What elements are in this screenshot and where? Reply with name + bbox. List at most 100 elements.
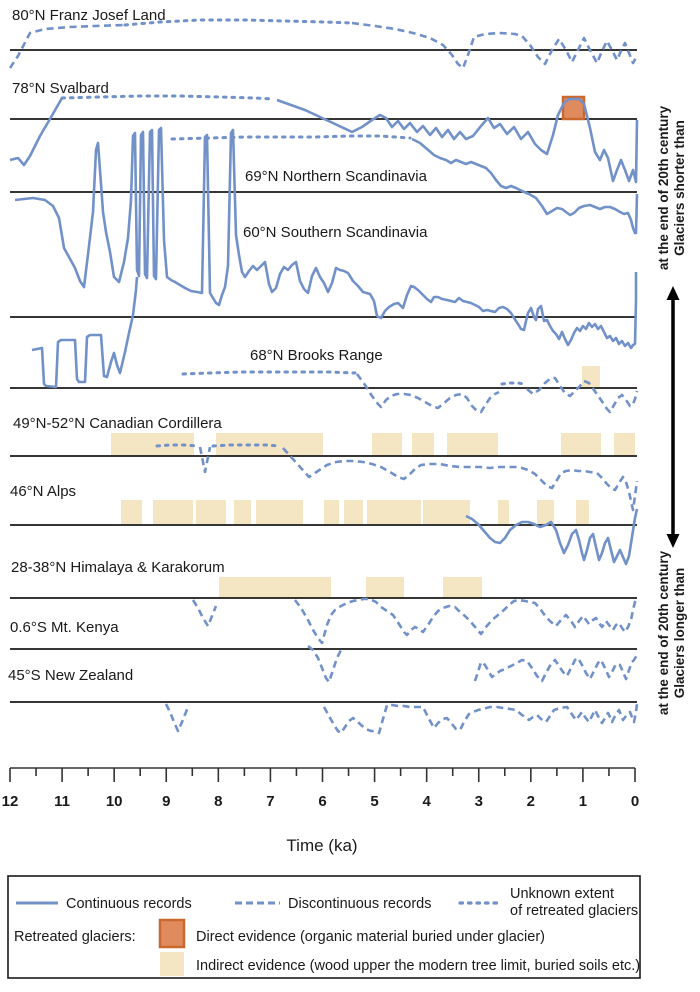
- panel-himalaya-karakorum: 28-38°N Himalaya & Karakorum: [10, 559, 638, 645]
- indirect-evidence-box: [256, 500, 303, 525]
- panel-label-svalbard: 78°N Svalbard: [12, 80, 109, 97]
- indirect-evidence-box: [121, 500, 142, 525]
- curve-new-zealand-dashed-1: [322, 703, 639, 735]
- curve-brooks-range-dotted-3: [500, 381, 526, 386]
- curve-new-zealand-dashed-0: [164, 703, 191, 733]
- glaciers-longer-label-line1: Glaciers longer than: [672, 568, 687, 699]
- indirect-evidence-box: [344, 500, 363, 525]
- glaciers-longer-label-line2: at the end of 20th century: [656, 550, 671, 715]
- indirect-evidence-box: [582, 366, 600, 388]
- panel-label-canadian-cordillera: 49°N-52°N Canadian Cordillera: [13, 415, 222, 432]
- panel-brooks-range: 68°N Brooks Range: [10, 276, 639, 414]
- axis-tick-label: 9: [162, 793, 170, 810]
- panel-label-himalaya-karakorum: 28-38°N Himalaya & Karakorum: [11, 559, 225, 576]
- curve-brooks-range-solid-0: [31, 276, 139, 389]
- curve-brooks-range-dotted-1: [181, 370, 357, 376]
- axis-tick-label: 0: [631, 793, 639, 810]
- curve-brooks-range-dashed-2: [355, 373, 500, 414]
- panel-label-northern-scandinavia: 69°N Northern Scandinavia: [245, 168, 428, 185]
- panel-new-zealand: 45°S New Zealand: [8, 667, 639, 735]
- indirect-evidence-box: [219, 577, 331, 598]
- curve-canadian-cordillera-dashed-3: [282, 447, 639, 512]
- indirect-evidence-box: [216, 433, 323, 456]
- curve-svalbard-solid-2: [276, 97, 639, 184]
- axis-tick-label: 12: [2, 793, 19, 810]
- axis-tick-label: 11: [54, 793, 70, 810]
- curve-svalbard-solid-0: [9, 97, 64, 167]
- panel-mt-kenya: 0.6°S Mt. Kenya: [10, 619, 639, 684]
- legend-discontinuous-label: Discontinuous records: [288, 896, 431, 912]
- indirect-evidence-box: [366, 577, 404, 598]
- indirect-evidence-box: [412, 433, 434, 456]
- axis-tick-label: 5: [370, 793, 378, 810]
- panel-label-franz-josef-land: 80°N Franz Josef Land: [12, 7, 166, 24]
- indirect-evidence-box: [196, 500, 226, 525]
- panel-northern-scandinavia: 69°N Northern Scandinavia: [10, 134, 639, 235]
- glaciers-shorter-label-line1: Glaciers shorter than: [672, 120, 687, 256]
- axis-tick-label: 7: [266, 793, 274, 810]
- indirect-evidence-box: [153, 500, 193, 525]
- panels-group: 80°N Franz Josef Land 78°N Svalbard 69°N N…: [8, 7, 639, 735]
- legend-border: [7, 875, 641, 979]
- indirect-evidence-box: [498, 500, 509, 525]
- axis-tick-label: 2: [527, 793, 535, 810]
- indirect-evidence-swatch: [160, 952, 184, 976]
- panel-label-brooks-range: 68°N Brooks Range: [250, 347, 383, 364]
- curve-alps-solid-0: [465, 508, 639, 566]
- curve-svalbard-dotted-1: [60, 94, 276, 101]
- panel-label-mt-kenya: 0.6°S Mt. Kenya: [10, 619, 119, 636]
- indirect-evidence-box: [372, 433, 402, 456]
- indirect-evidence-box: [443, 577, 482, 598]
- axis-tick-label: 6: [318, 793, 326, 810]
- panel-southern-scandinavia: 60°N Southern Scandinavia: [10, 126, 638, 350]
- curve-franz-josef-land-dotted-1: [123, 18, 354, 27]
- axis-tick-label: 1: [579, 793, 587, 810]
- curve-canadian-cordillera-dashed-1: [198, 446, 212, 474]
- legend-unknown-label-line1: Unknown extent: [510, 886, 614, 902]
- indirect-evidence-box: [234, 500, 251, 525]
- curve-northern-scandinavia-dotted-0: [170, 134, 412, 141]
- indirect-evidence-box: [367, 500, 421, 525]
- axis-tick-label: 3: [475, 793, 483, 810]
- panel-canadian-cordillera: 49°N-52°N Canadian Cordillera: [10, 415, 639, 512]
- panel-svalbard: 78°N Svalbard: [9, 80, 639, 184]
- axis-tick-label: 10: [106, 793, 123, 810]
- curve-northern-scandinavia-solid-1: [411, 137, 639, 235]
- double-arrow-icon: [666, 286, 680, 548]
- indirect-evidence-box: [537, 500, 554, 525]
- curve-franz-josef-land-dashed-0: [8, 23, 126, 69]
- axis-tick-label: 4: [422, 793, 431, 810]
- curve-franz-josef-land-dashed-2: [351, 21, 639, 70]
- direct-evidence-swatch: [158, 918, 186, 949]
- curve-canadian-cordillera-dotted-2: [211, 443, 281, 448]
- legend-retreated-label: Retreated glaciers:: [14, 929, 136, 945]
- curve-mt-kenya-dashed-0: [307, 644, 345, 684]
- curve-himalaya-karakorum-dashed-0: [191, 599, 218, 628]
- curve-mt-kenya-dashed-1: [473, 654, 639, 683]
- panel-franz-josef-land: 80°N Franz Josef Land: [8, 7, 639, 70]
- indirect-evidence-box: [447, 433, 498, 456]
- curve-southern-scandinavia-solid-0: [14, 126, 638, 350]
- legend-continuous-label: Continuous records: [66, 896, 192, 912]
- glaciers-shorter-label-line2: at the end of 20th century: [656, 105, 671, 270]
- panel-label-alps: 46°N Alps: [10, 483, 76, 500]
- panel-label-southern-scandinavia: 60°N Southern Scandinavia: [243, 224, 428, 241]
- panel-label-new-zealand: 45°S New Zealand: [8, 667, 133, 684]
- indirect-evidence-box: [324, 500, 339, 525]
- axis-title: Time (ka): [286, 836, 357, 855]
- legend-indirect-label: Indirect evidence (wood upper the modern…: [196, 958, 640, 974]
- legend: Continuous records Discontinuous records…: [7, 875, 641, 979]
- axis-tick-label: 8: [214, 793, 222, 810]
- curve-canadian-cordillera-dotted-0: [155, 443, 200, 448]
- indirect-evidence-box: [614, 433, 635, 456]
- legend-direct-label: Direct evidence (organic material buried…: [196, 929, 545, 945]
- right-annotations: Glaciers shorter than at the end of 20th…: [656, 105, 687, 715]
- indirect-evidence-box: [561, 433, 601, 456]
- curve-himalaya-karakorum-dashed-1: [293, 597, 638, 645]
- legend-unknown-label-line2: of retreated glaciers: [510, 903, 638, 919]
- indirect-evidence-box: [111, 433, 194, 456]
- panel-alps: 46°N Alps: [10, 483, 639, 566]
- indirect-evidence-box: [576, 500, 589, 525]
